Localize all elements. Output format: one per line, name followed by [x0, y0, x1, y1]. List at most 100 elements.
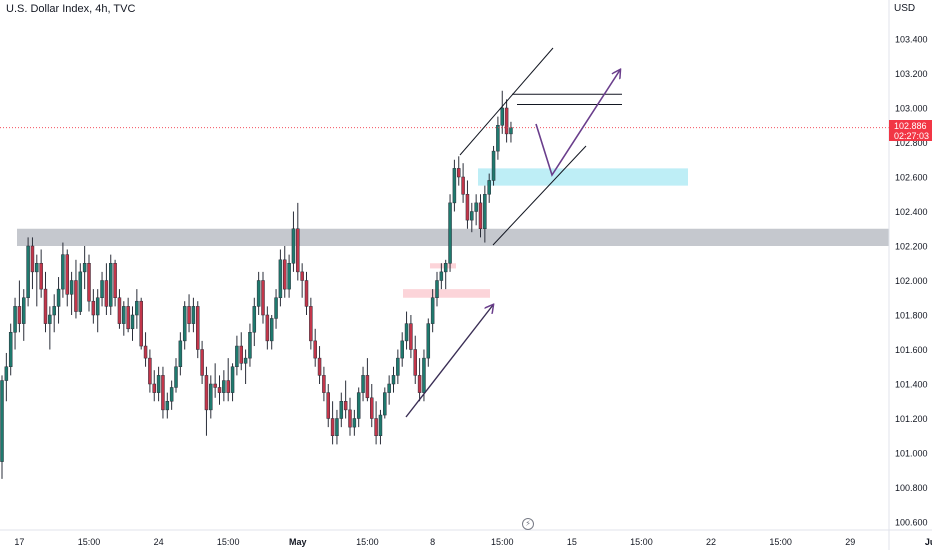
- candle[interactable]: [348, 397, 352, 436]
- candle[interactable]: [143, 332, 148, 367]
- candle[interactable]: [496, 116, 500, 160]
- candle[interactable]: [169, 380, 174, 410]
- candle[interactable]: [82, 246, 87, 290]
- candle[interactable]: [39, 249, 43, 298]
- candle[interactable]: [409, 315, 413, 359]
- candle[interactable]: [178, 332, 183, 376]
- candle[interactable]: [135, 289, 139, 329]
- candle[interactable]: [126, 297, 130, 333]
- candle[interactable]: [274, 289, 278, 329]
- candle[interactable]: [122, 301, 126, 336]
- candle[interactable]: [100, 271, 104, 307]
- candle[interactable]: [200, 340, 204, 384]
- demand-zone[interactable]: [478, 168, 688, 186]
- candle[interactable]: [243, 349, 248, 385]
- candle[interactable]: [470, 202, 474, 233]
- candle[interactable]: [330, 401, 335, 445]
- candle[interactable]: [326, 384, 330, 428]
- candle[interactable]: [213, 363, 217, 398]
- candle[interactable]: [69, 271, 74, 315]
- candle[interactable]: [483, 185, 487, 243]
- channel-upper-line[interactable]: [459, 47, 554, 156]
- candle[interactable]: [256, 271, 261, 315]
- candle[interactable]: [430, 289, 435, 333]
- candle[interactable]: [474, 194, 478, 226]
- candle[interactable]: [335, 409, 339, 445]
- candle[interactable]: [391, 366, 396, 393]
- candle[interactable]: [365, 358, 370, 402]
- candle[interactable]: [426, 318, 431, 367]
- candle[interactable]: [448, 194, 452, 272]
- candle[interactable]: [91, 289, 96, 324]
- candle[interactable]: [457, 156, 461, 186]
- candle[interactable]: [252, 297, 257, 347]
- candle[interactable]: [283, 246, 287, 298]
- candle[interactable]: [17, 280, 22, 333]
- projection-arrow[interactable]: [535, 70, 620, 177]
- candle[interactable]: [322, 366, 326, 402]
- candle[interactable]: [56, 277, 61, 324]
- candle[interactable]: [13, 297, 17, 350]
- candle[interactable]: [26, 237, 30, 307]
- supply-zone[interactable]: [403, 289, 490, 298]
- candle[interactable]: [204, 366, 209, 436]
- candle[interactable]: [52, 294, 56, 333]
- candle[interactable]: [248, 323, 252, 367]
- candle[interactable]: [361, 366, 365, 402]
- candle[interactable]: [378, 409, 383, 445]
- candle[interactable]: [226, 358, 230, 402]
- candle[interactable]: [174, 358, 178, 393]
- candle[interactable]: [413, 335, 417, 384]
- candle[interactable]: [95, 289, 100, 333]
- candle[interactable]: [130, 306, 135, 341]
- candle[interactable]: [261, 271, 265, 324]
- candle[interactable]: [78, 263, 83, 315]
- candle[interactable]: [370, 384, 374, 428]
- candle[interactable]: [139, 297, 143, 350]
- candle[interactable]: [191, 297, 196, 333]
- channel-lower-line[interactable]: [492, 145, 587, 246]
- candle[interactable]: [500, 90, 504, 134]
- candle[interactable]: [339, 392, 344, 428]
- candle[interactable]: [265, 306, 270, 350]
- candle[interactable]: [269, 315, 274, 350]
- supply-zone[interactable]: [430, 263, 456, 269]
- candle[interactable]: [309, 297, 313, 350]
- resistance-zone[interactable]: [17, 228, 889, 246]
- candle[interactable]: [87, 254, 91, 312]
- candle[interactable]: [182, 301, 187, 350]
- candle[interactable]: [109, 254, 113, 315]
- candle[interactable]: [30, 237, 35, 290]
- candle[interactable]: [35, 254, 39, 307]
- candle[interactable]: [48, 306, 52, 350]
- candle[interactable]: [374, 401, 378, 445]
- candle[interactable]: [104, 263, 109, 315]
- candle[interactable]: [0, 375, 4, 479]
- candle[interactable]: [417, 358, 422, 402]
- candle[interactable]: [74, 259, 78, 319]
- candle[interactable]: [304, 271, 309, 315]
- candle[interactable]: [509, 121, 513, 143]
- candle[interactable]: [113, 259, 117, 307]
- candle[interactable]: [452, 159, 457, 212]
- candle[interactable]: [300, 263, 304, 298]
- candle[interactable]: [487, 173, 491, 203]
- candle[interactable]: [152, 370, 156, 402]
- candle[interactable]: [161, 366, 165, 419]
- trend-arrow[interactable]: [405, 305, 493, 418]
- candle[interactable]: [443, 259, 448, 290]
- candle[interactable]: [465, 180, 470, 229]
- candle[interactable]: [43, 271, 48, 333]
- candle[interactable]: [209, 375, 213, 419]
- candle[interactable]: [439, 263, 444, 290]
- candle[interactable]: [8, 323, 13, 376]
- candle[interactable]: [383, 387, 387, 419]
- candle[interactable]: [296, 202, 300, 281]
- candle[interactable]: [65, 249, 69, 307]
- candle[interactable]: [404, 311, 409, 350]
- candle[interactable]: [230, 363, 235, 402]
- candle[interactable]: [4, 352, 9, 402]
- candle[interactable]: [461, 163, 465, 203]
